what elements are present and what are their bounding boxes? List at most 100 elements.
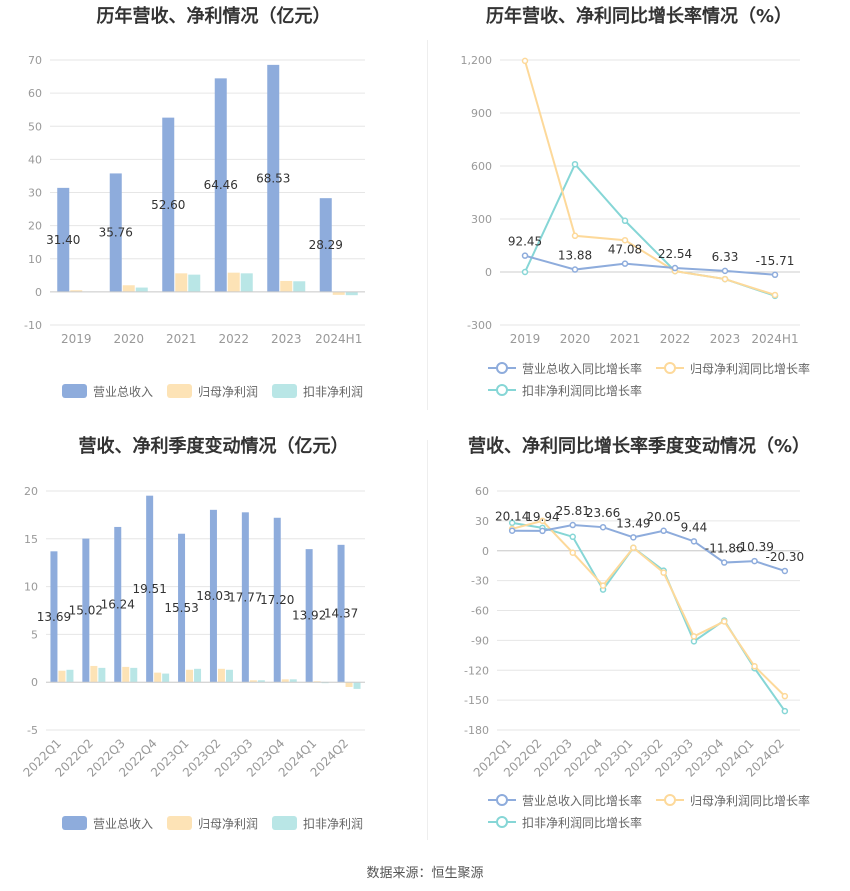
bar bbox=[293, 281, 306, 292]
y-tick-label: 20 bbox=[28, 220, 42, 233]
data-label: 6.33 bbox=[712, 250, 739, 264]
legend-item[interactable]: 扣非净利润同比增长率 bbox=[488, 379, 642, 401]
data-label: 13.92 bbox=[292, 609, 326, 623]
data-label: 14.37 bbox=[324, 607, 358, 621]
data-label: 22.54 bbox=[658, 247, 692, 261]
legend-item[interactable]: 归母净利润 bbox=[167, 812, 258, 834]
data-label: 68.53 bbox=[256, 171, 290, 185]
bar bbox=[257, 680, 265, 683]
data-point bbox=[621, 236, 629, 244]
data-point bbox=[539, 527, 546, 535]
data-point bbox=[630, 534, 637, 541]
data-label: 20.05 bbox=[646, 510, 680, 524]
data-label: 64.46 bbox=[204, 178, 238, 192]
bar bbox=[98, 667, 106, 683]
x-tick-label: 2024H1 bbox=[751, 332, 798, 346]
bar bbox=[345, 682, 353, 687]
legend-item[interactable]: 营业总收入 bbox=[62, 812, 153, 834]
legend-item[interactable]: 营业总收入同比增长率 bbox=[488, 357, 642, 379]
bar bbox=[241, 512, 249, 683]
y-tick-label: -150 bbox=[464, 694, 489, 707]
legend-swatch bbox=[62, 384, 87, 398]
bar bbox=[227, 272, 240, 292]
series-line bbox=[524, 60, 776, 296]
data-point bbox=[630, 544, 637, 552]
legend: 营业总收入 归母净利润 扣非净利润 bbox=[62, 380, 377, 402]
data-point bbox=[671, 264, 679, 272]
data-point bbox=[569, 533, 576, 541]
data-point bbox=[599, 523, 607, 531]
bar bbox=[122, 666, 130, 683]
bar bbox=[280, 280, 293, 292]
data-label: 18.03 bbox=[196, 589, 230, 603]
legend-label: 归母净利润 bbox=[198, 384, 259, 399]
legend-swatch bbox=[62, 816, 87, 830]
data-point bbox=[771, 291, 779, 299]
legend-item[interactable]: 营业总收入同比增长率 bbox=[488, 789, 642, 811]
annual-bar-panel: 历年营收、净利情况（亿元） -10 0 10 20 30 40 50 60 70 2019 2020… bbox=[0, 0, 427, 410]
bar bbox=[109, 173, 122, 292]
legend-item[interactable]: 营业总收入 bbox=[62, 380, 153, 402]
legend-swatch bbox=[656, 793, 685, 807]
y-tick-label: -180 bbox=[464, 724, 489, 737]
y-tick-label: -60 bbox=[471, 605, 489, 618]
bar bbox=[82, 538, 90, 683]
annual-growth-chart: -300 0 300 600 900 1,200 2019 2020 2021 2022 2023 2… bbox=[461, 54, 800, 346]
x-tick-label: 2021 bbox=[610, 332, 641, 346]
data-label: 17.77 bbox=[228, 590, 262, 604]
legend-item[interactable]: 扣非净利润 bbox=[272, 812, 363, 834]
divider bbox=[427, 40, 428, 410]
bar bbox=[58, 670, 66, 683]
legend-item[interactable]: 归母净利润同比增长率 bbox=[656, 357, 810, 379]
data-point bbox=[751, 557, 758, 565]
annual-growth-panel: 历年营收、净利同比增长率情况（%） -300 0 300 600 900 1,200 201… bbox=[428, 0, 850, 410]
y-tick-label: 50 bbox=[28, 120, 42, 133]
data-point bbox=[569, 549, 576, 556]
legend-swatch bbox=[167, 384, 193, 398]
y-tick-label: 0 bbox=[485, 266, 492, 279]
x-tick-label: 2022 bbox=[660, 332, 691, 346]
y-tick-label: -5 bbox=[27, 724, 38, 737]
x-tick-label: 2023 bbox=[271, 332, 302, 346]
y-tick-label: 900 bbox=[471, 107, 492, 120]
bar bbox=[217, 668, 225, 683]
y-tick-label: 20 bbox=[24, 485, 38, 498]
legend-item[interactable]: 扣非净利润同比增长率 bbox=[488, 811, 642, 833]
bar bbox=[50, 551, 58, 683]
x-tick-label: 2019 bbox=[61, 332, 92, 346]
bar bbox=[154, 672, 162, 683]
legend-swatch bbox=[488, 361, 516, 375]
data-point bbox=[721, 267, 729, 275]
bar bbox=[135, 287, 148, 292]
data-label: -15.71 bbox=[756, 254, 795, 268]
legend-swatch bbox=[488, 815, 516, 829]
chart-title: 营收、净利季度变动情况（亿元） bbox=[78, 436, 349, 457]
bar bbox=[353, 682, 361, 689]
x-tick-label: 2020 bbox=[560, 332, 591, 346]
data-source: 数据来源：恒生聚源 bbox=[366, 866, 484, 881]
legend-item[interactable]: 扣非净利润 bbox=[272, 380, 363, 402]
data-point bbox=[599, 582, 607, 589]
legend-swatch bbox=[488, 793, 516, 807]
legend-label: 归母净利润同比增长率 bbox=[690, 793, 811, 808]
data-label: 17.20 bbox=[260, 593, 294, 607]
data-label: 20.14 bbox=[495, 510, 529, 524]
data-point bbox=[508, 519, 516, 527]
data-point bbox=[521, 268, 529, 276]
data-label: 25.81 bbox=[556, 504, 590, 518]
bar bbox=[332, 291, 345, 295]
y-tick-label: 30 bbox=[28, 187, 42, 200]
legend-item[interactable]: 归母净利润 bbox=[167, 380, 258, 402]
bar bbox=[130, 667, 138, 683]
bar bbox=[267, 64, 280, 292]
y-tick-label: 70 bbox=[28, 54, 42, 67]
legend-item[interactable]: 归母净利润同比增长率 bbox=[656, 789, 810, 811]
data-point bbox=[771, 271, 779, 279]
y-tick-label: 60 bbox=[475, 485, 489, 498]
legend-label: 扣非净利润同比增长率 bbox=[522, 815, 643, 830]
legend-label: 扣非净利润 bbox=[303, 384, 364, 399]
y-tick-label: 10 bbox=[24, 581, 38, 594]
data-label: 15.53 bbox=[164, 601, 198, 615]
legend: 营业总收入同比增长率 归母净利润同比增长率 扣非净利润同比增长率 bbox=[488, 357, 828, 401]
bar bbox=[70, 290, 83, 292]
